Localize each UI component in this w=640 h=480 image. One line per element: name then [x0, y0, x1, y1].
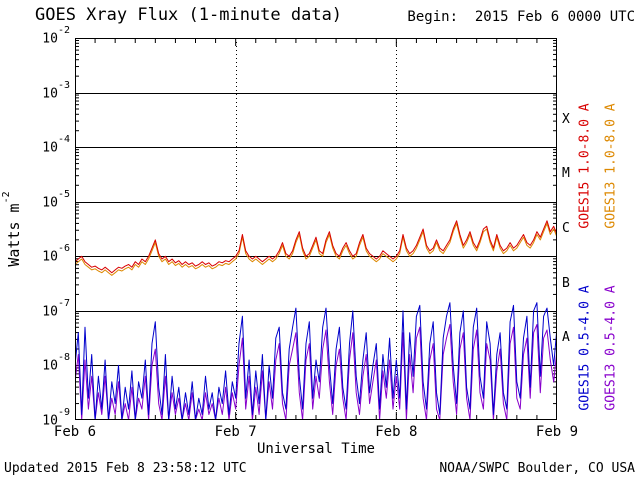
- chart-title: GOES Xray Flux (1-minute data): [35, 5, 343, 25]
- y-axis-title-base: Watts m: [5, 203, 23, 267]
- series-goes13-0.5-4.0-a: [75, 324, 557, 420]
- begin-timestamp: Begin: 2015 Feb 6 0000 UTC: [407, 9, 635, 25]
- y-tick-label: 10-3: [42, 79, 70, 101]
- flare-class-letter-b: B: [562, 275, 570, 291]
- flare-class-letter-m: M: [562, 166, 570, 182]
- x-tick-label: Feb 8: [375, 424, 418, 440]
- y-axis-title: Watts m-2: [1, 191, 23, 267]
- series-goes13-1.0-8.0-a: [75, 223, 557, 276]
- y-tick-label: 10-6: [42, 243, 70, 265]
- plot-border: [75, 38, 557, 420]
- y-tick-label: 10-9: [42, 407, 70, 429]
- series-goes15-1.0-8.0-a: [75, 220, 557, 274]
- credit-text: NOAA/SWPC Boulder, CO USA: [439, 461, 635, 476]
- legend-label-goes15-0.5-4.0-a: GOES15 0.5-4.0 A: [577, 285, 593, 411]
- legend-label-goes13-1.0-8.0-a: GOES13 1.0-8.0 A: [603, 103, 619, 229]
- x-axis-title: Universal Time: [256, 441, 375, 457]
- flare-class-letter-x: X: [562, 111, 570, 127]
- y-axis-title-exponent: -2: [1, 191, 12, 204]
- x-tick-label: Feb 6: [53, 424, 97, 440]
- flare-class-letter-a: A: [562, 330, 570, 346]
- legend-label-goes13-0.5-4.0-a: GOES13 0.5-4.0 A: [603, 285, 619, 411]
- series-goes15-0.5-4.0-a: [75, 302, 557, 420]
- y-tick-label: 10-4: [42, 134, 70, 156]
- updated-timestamp: Updated 2015 Feb 8 23:58:12 UTC: [4, 461, 247, 476]
- y-tick-label: 10-5: [42, 188, 70, 211]
- flare-class-letter-c: C: [562, 221, 570, 236]
- y-tick-label: 10-2: [42, 25, 70, 47]
- x-tick-label: Feb 9: [535, 424, 579, 440]
- y-tick-label: 10-8: [42, 352, 70, 374]
- y-tick-label: 10-7: [42, 297, 70, 320]
- legend-label-goes15-1.0-8.0-a: GOES15 1.0-8.0 A: [577, 103, 593, 229]
- plot-area: [75, 38, 557, 420]
- x-tick-label: Feb 7: [214, 424, 257, 440]
